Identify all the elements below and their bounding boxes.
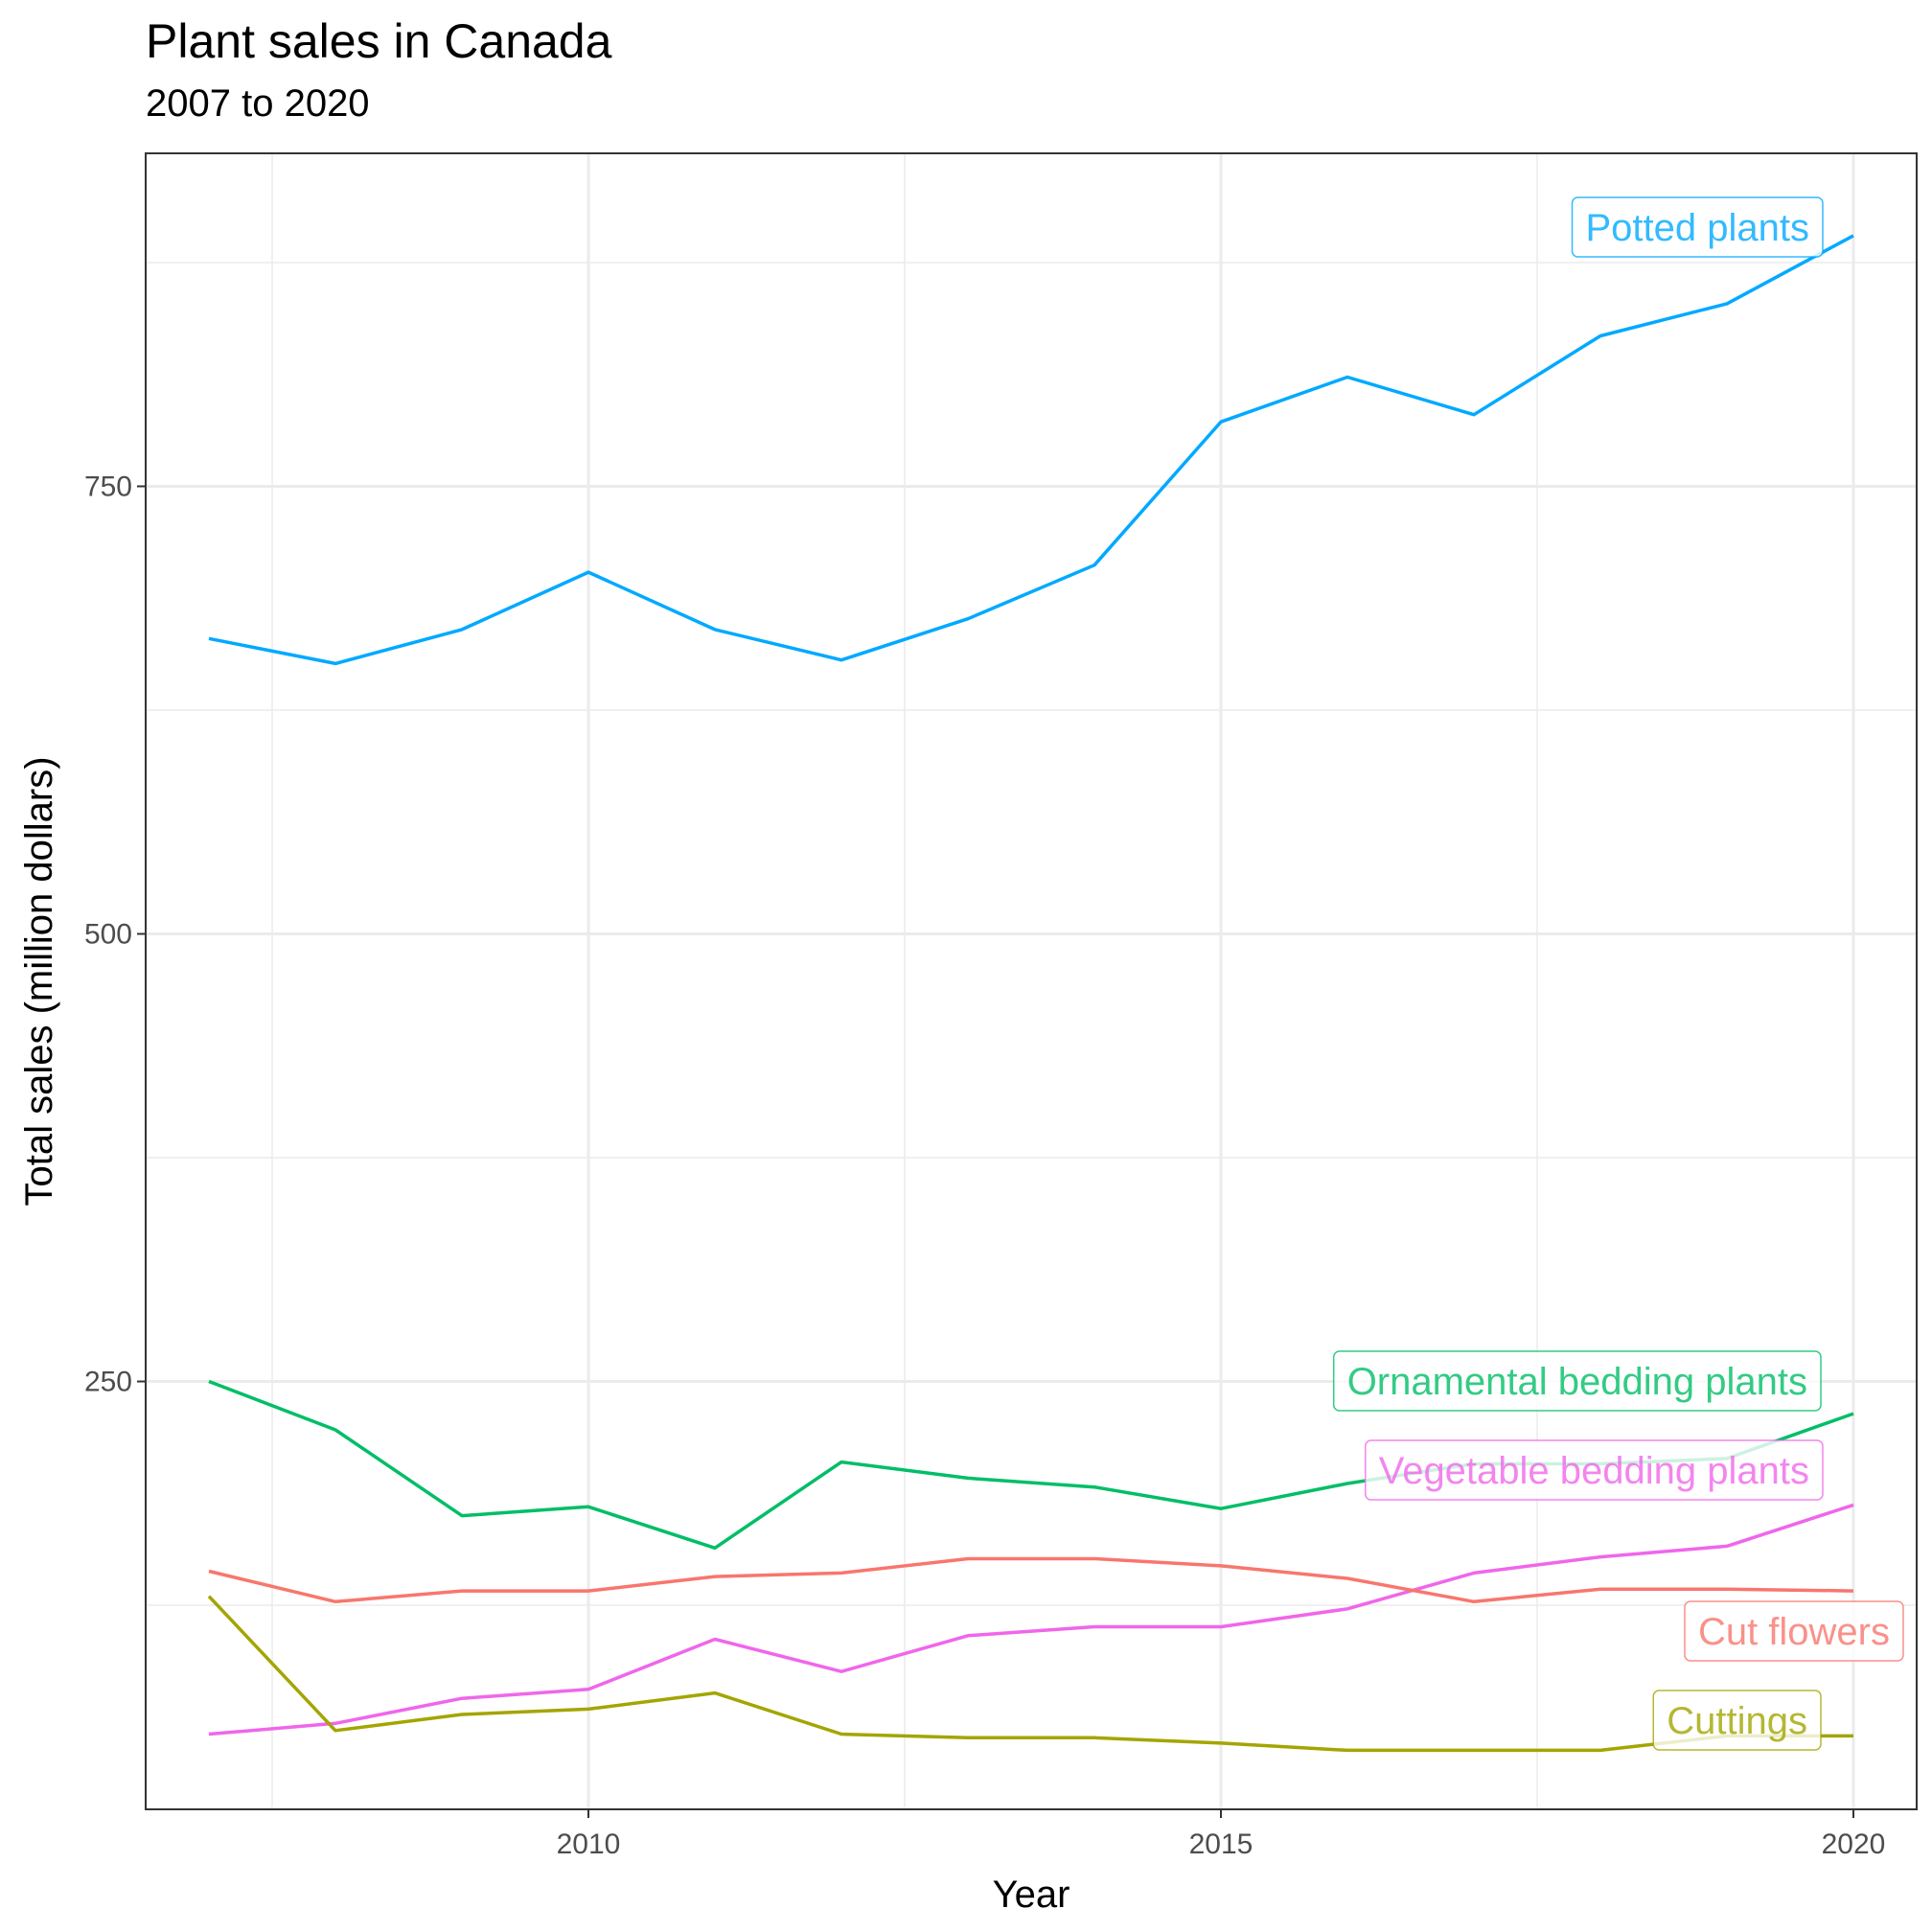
series-label: Cuttings [1652, 1690, 1822, 1751]
x-axis-title: Year [993, 1874, 1070, 1916]
grid [146, 153, 1917, 1809]
series-label: Cut flowers [1684, 1600, 1904, 1662]
x-tick-label: 2020 [1822, 1828, 1886, 1860]
y-tick-label: 750 [84, 471, 132, 502]
axes: 2010 2015 2020 250 500 750 [84, 471, 1885, 1860]
chart-title: Plant sales in Canada [146, 14, 612, 68]
series-line [208, 234, 1854, 666]
series-line [208, 1556, 1854, 1604]
series-line [208, 1503, 1854, 1736]
series-line [207, 1595, 1853, 1753]
series-label: Potted plants [1571, 196, 1824, 258]
y-tick-label: 500 [84, 918, 132, 950]
y-axis-title: Total sales (million dollars) [18, 756, 60, 1206]
series-label: Vegetable bedding plants [1364, 1439, 1824, 1501]
y-tick-label: 250 [84, 1367, 132, 1398]
series-label-text: Potted plants [1586, 207, 1810, 249]
series-label-box [1684, 1600, 1904, 1662]
series-lines [207, 234, 1854, 1753]
series-label-box [1652, 1690, 1822, 1751]
series-label-text: Cuttings [1667, 1700, 1807, 1742]
series-label-text: Cut flowers [1698, 1611, 1890, 1653]
series-label-box [1364, 1439, 1824, 1501]
series-label: Ornamental bedding plants [1332, 1350, 1822, 1412]
plot-border [145, 152, 1918, 1810]
chart-subtitle: 2007 to 2020 [146, 82, 370, 125]
series-label-text: Ornamental bedding plants [1347, 1361, 1807, 1403]
series-label-text: Vegetable bedding plants [1379, 1450, 1809, 1492]
x-tick-label: 2015 [1189, 1828, 1254, 1860]
series-label-box [1571, 196, 1824, 258]
plot-panel [146, 153, 1917, 1809]
series-label-box [1332, 1350, 1822, 1412]
x-tick-label: 2010 [557, 1828, 621, 1860]
series-labels: Potted plants Ornamental bedding plants Ve… [1332, 196, 1904, 1751]
